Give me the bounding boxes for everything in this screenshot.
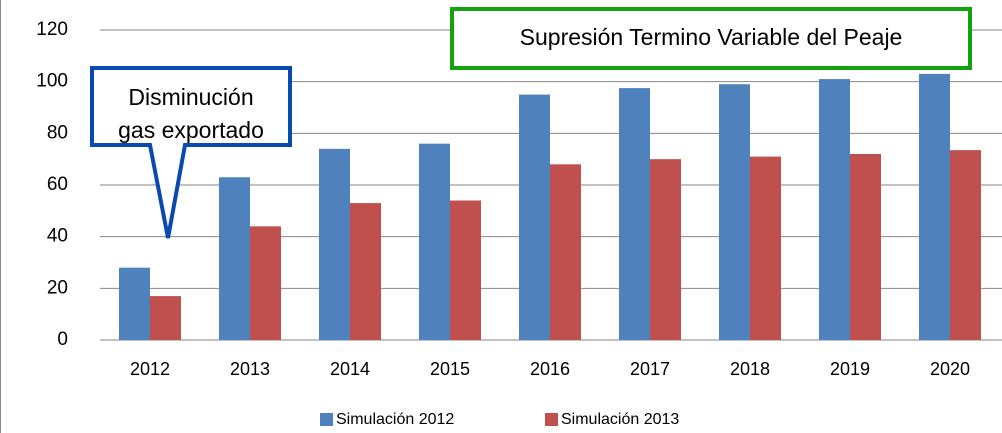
x-tick-label: 2012 [130, 359, 170, 379]
bar [350, 203, 381, 340]
x-tick-label: 2017 [630, 359, 670, 379]
callout-text: gas exportado [118, 117, 264, 143]
bar [850, 154, 881, 340]
x-tick-label: 2019 [830, 359, 870, 379]
bar [319, 148, 350, 340]
x-tick-label: 2020 [930, 359, 970, 379]
legend-label: Simulación 2013 [561, 411, 679, 428]
bar [519, 94, 550, 340]
annotation-text: Supresión Termino Variable del Peaje [520, 24, 903, 50]
y-tick-label: 120 [36, 19, 68, 40]
bar [950, 150, 981, 340]
y-tick-label: 0 [57, 329, 68, 350]
annotation-box [450, 7, 972, 70]
legend-swatch [320, 413, 333, 426]
x-tick-label: 2018 [730, 359, 770, 379]
y-tick-label: 100 [36, 71, 68, 92]
bar [550, 164, 581, 340]
x-tick-label: 2015 [430, 359, 470, 379]
bar [919, 73, 950, 341]
bar [750, 156, 781, 340]
y-tick-label: 40 [47, 226, 68, 247]
y-tick-label: 80 [47, 122, 68, 143]
bar [450, 200, 481, 340]
bar [719, 84, 750, 340]
bar [150, 296, 181, 340]
bar [250, 226, 281, 340]
callout [90, 66, 292, 239]
legend-label: Simulación 2012 [336, 411, 454, 428]
callout-text: Disminución [128, 84, 253, 110]
y-tick-label: 60 [47, 174, 68, 195]
bar [650, 159, 681, 340]
bar [419, 143, 450, 340]
bar [819, 79, 850, 340]
bar [119, 267, 150, 340]
legend-swatch [545, 413, 558, 426]
x-tick-label: 2013 [230, 359, 270, 379]
bar [219, 177, 250, 340]
x-tick-label: 2016 [530, 359, 570, 379]
bar [619, 88, 650, 340]
y-tick-label: 20 [47, 277, 68, 298]
x-tick-label: 2014 [330, 359, 370, 379]
